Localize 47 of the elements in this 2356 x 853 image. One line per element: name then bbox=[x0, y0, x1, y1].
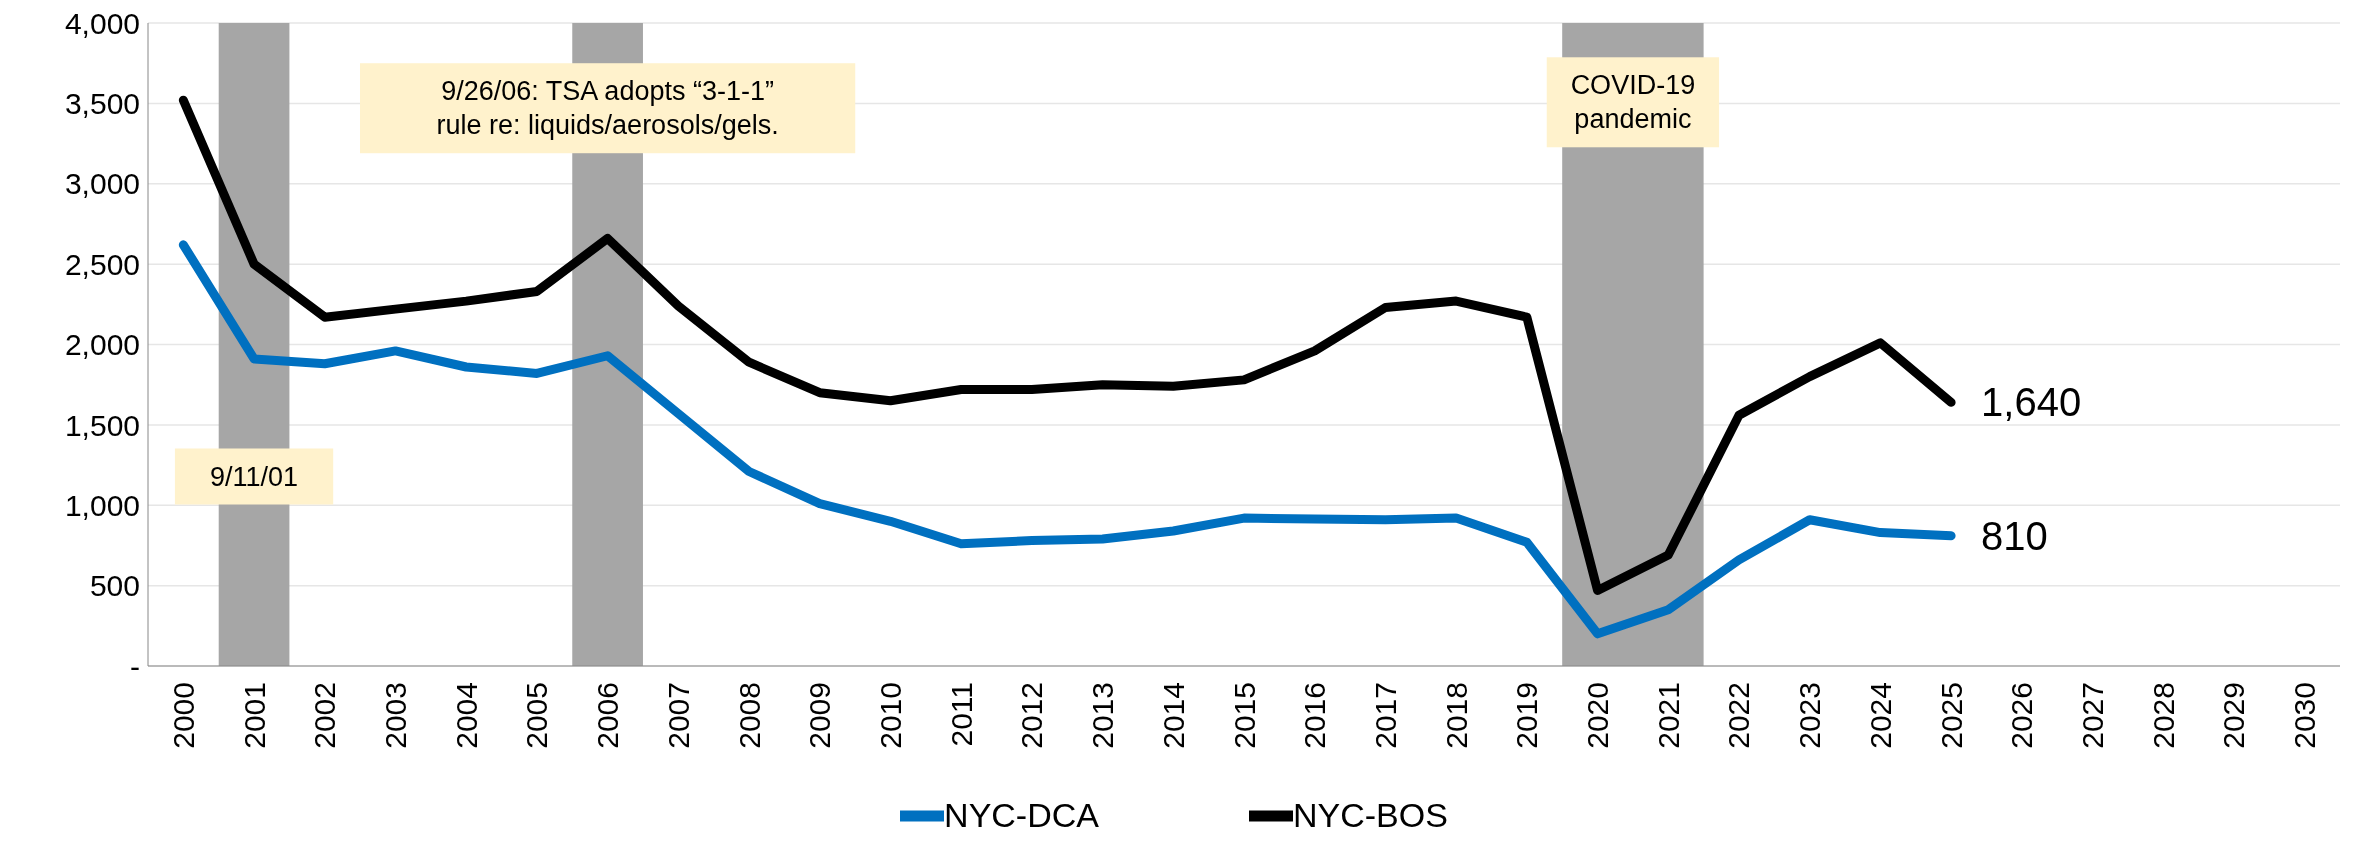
x-tick-label: 2014 bbox=[1156, 682, 1190, 749]
x-tick-label: 2010 bbox=[873, 682, 907, 749]
x-tick-label: 2015 bbox=[1227, 682, 1261, 749]
x-tick-label: 2005 bbox=[520, 682, 554, 749]
data-label: 1,640 bbox=[1981, 380, 2082, 425]
x-tick-label: 2011 bbox=[944, 682, 978, 747]
x-tick-label: 2021 bbox=[1651, 682, 1685, 749]
y-tick-label: 4,000 bbox=[64, 6, 140, 40]
x-tick-label: 2000 bbox=[166, 682, 200, 749]
x-tick-label: 2017 bbox=[1368, 682, 1402, 749]
x-tick-label: 2023 bbox=[1793, 682, 1827, 749]
x-tick-label: 2016 bbox=[1298, 682, 1332, 749]
x-tick-label: 2020 bbox=[1581, 682, 1615, 749]
y-tick-label: 3,000 bbox=[64, 167, 140, 201]
data-label: 810 bbox=[1981, 513, 2048, 558]
legend-label: NYC-DCA bbox=[944, 796, 1099, 835]
x-tick-label: 2012 bbox=[1015, 682, 1049, 749]
y-tick-label: 1,000 bbox=[64, 488, 140, 522]
x-tick-label: 2002 bbox=[308, 682, 342, 749]
x-tick-label: 2018 bbox=[1439, 682, 1473, 749]
y-tick-label: 2,000 bbox=[64, 328, 140, 362]
legend-label: NYC-BOS bbox=[1292, 796, 1448, 835]
x-tick-label: 2024 bbox=[1863, 682, 1897, 749]
x-tick-label: 2004 bbox=[449, 682, 483, 749]
x-tick-label: 2019 bbox=[1510, 682, 1544, 749]
x-tick-label: 2009 bbox=[803, 682, 837, 749]
x-tick-label: 2022 bbox=[1722, 682, 1756, 749]
band-label: 9/26/06: TSA adopts “3-1-1” rule re: liquids/aerosols/gels. bbox=[436, 76, 779, 141]
x-tick-label: 2008 bbox=[732, 682, 766, 749]
x-tick-label: 2003 bbox=[378, 682, 412, 749]
x-tick-label: 2025 bbox=[1934, 682, 1968, 749]
band-label: 9/11/01 bbox=[210, 461, 299, 492]
x-tick-label: 2030 bbox=[2288, 682, 2322, 749]
x-tick-label: 2027 bbox=[2076, 682, 2110, 749]
x-tick-label: 2006 bbox=[591, 682, 625, 749]
band-label: COVID-19 pandemic bbox=[1570, 70, 1696, 135]
x-tick-label: 2013 bbox=[1086, 682, 1120, 749]
y-tick-label: - bbox=[130, 649, 140, 683]
x-tick-label: 2028 bbox=[2146, 682, 2180, 749]
x-tick-label: 2026 bbox=[2005, 682, 2039, 749]
y-tick-label: 2,500 bbox=[64, 247, 140, 281]
y-tick-label: 500 bbox=[89, 569, 140, 603]
x-tick-label: 2001 bbox=[237, 682, 271, 749]
x-tick-label: 2029 bbox=[2217, 682, 2251, 749]
y-tick-label: 3,500 bbox=[64, 87, 140, 121]
y-tick-label: 1,500 bbox=[64, 408, 140, 442]
x-tick-label: 2007 bbox=[661, 682, 695, 749]
